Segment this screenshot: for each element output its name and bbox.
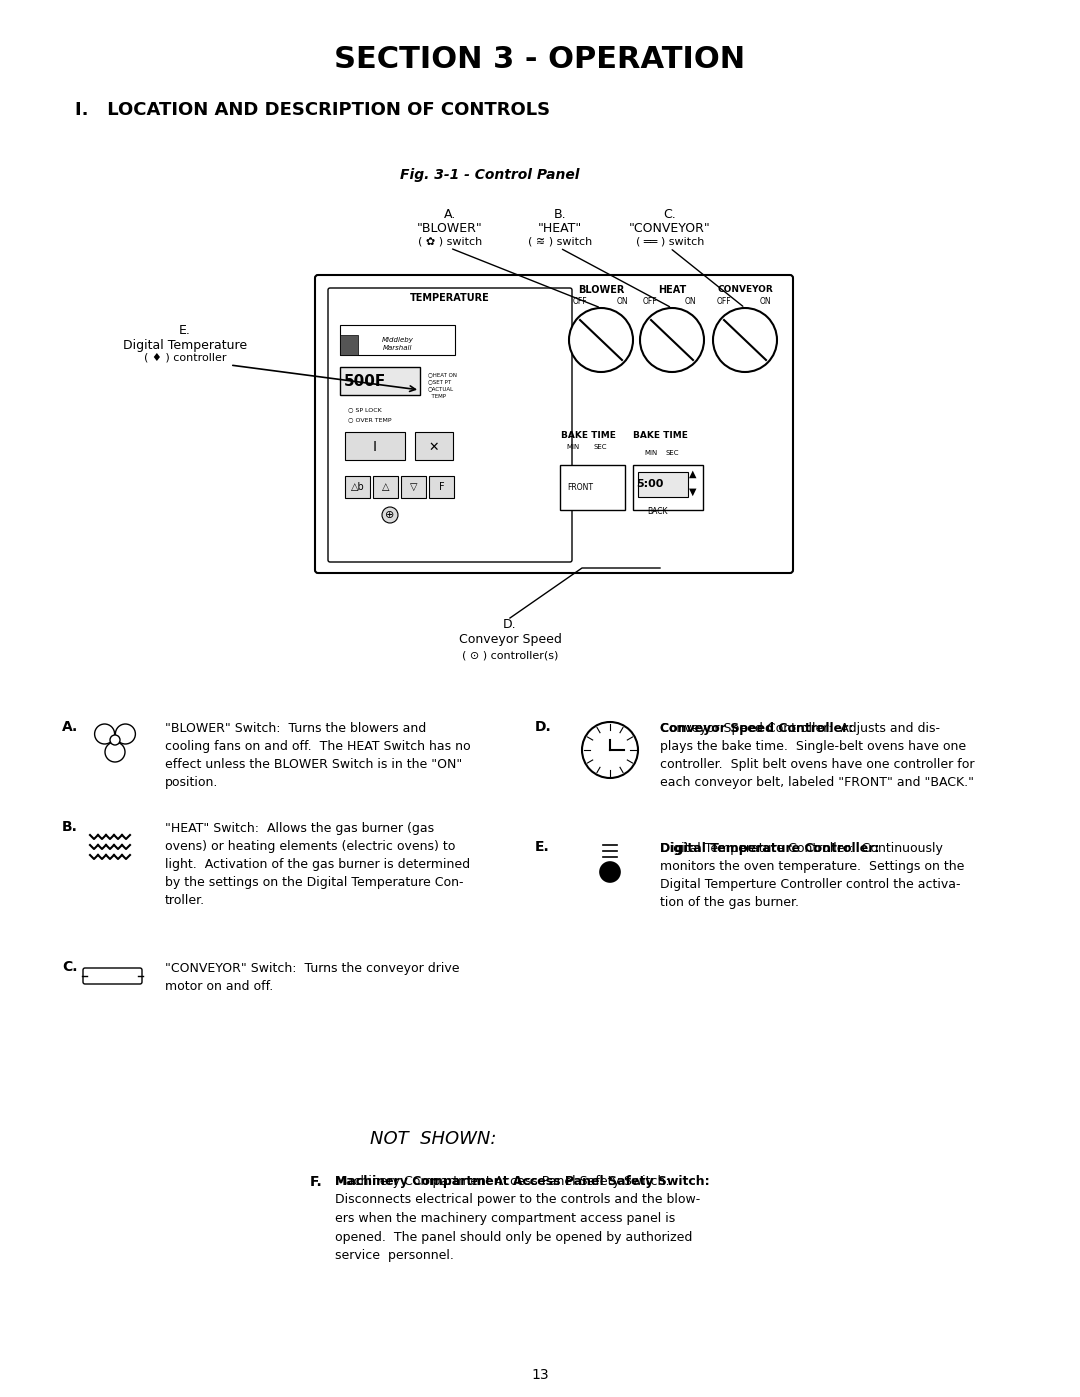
- Text: ○HEAT ON: ○HEAT ON: [428, 373, 457, 377]
- Text: Machinery Compartment Access Panel Safety Switch:: Machinery Compartment Access Panel Safet…: [335, 1175, 710, 1187]
- FancyBboxPatch shape: [315, 275, 793, 573]
- Text: ⊕: ⊕: [386, 510, 394, 520]
- Text: OFF: OFF: [643, 298, 658, 306]
- Text: ON: ON: [617, 298, 627, 306]
- Text: ( ⊙ ) controller(s): ( ⊙ ) controller(s): [462, 650, 558, 659]
- Text: Machinery Compartment Access Panel Safety Switch:
Disconnects electrical power t: Machinery Compartment Access Panel Safet…: [335, 1175, 700, 1261]
- Text: ○ACTUAL: ○ACTUAL: [428, 387, 454, 391]
- Text: A.: A.: [444, 208, 456, 222]
- Text: ( ≋ ) switch: ( ≋ ) switch: [528, 237, 592, 247]
- Text: B.: B.: [554, 208, 566, 222]
- Text: I: I: [373, 440, 377, 454]
- Bar: [340, 326, 455, 355]
- Bar: [638, 472, 688, 497]
- Text: E.: E.: [535, 840, 550, 854]
- Text: "BLOWER" Switch:  Turns the blowers and
cooling fans on and off.  The HEAT Switc: "BLOWER" Switch: Turns the blowers and c…: [165, 722, 471, 789]
- Text: ✕: ✕: [429, 440, 440, 454]
- Circle shape: [640, 307, 704, 372]
- Text: SECTION 3 - OPERATION: SECTION 3 - OPERATION: [335, 46, 745, 74]
- Text: SEC: SEC: [665, 450, 678, 455]
- Circle shape: [105, 742, 125, 761]
- Text: ▼: ▼: [689, 488, 697, 497]
- FancyBboxPatch shape: [328, 288, 572, 562]
- Circle shape: [713, 307, 777, 372]
- Text: BLOWER: BLOWER: [578, 285, 624, 295]
- Bar: [429, 476, 454, 497]
- Text: Digital Temperature Controller:: Digital Temperature Controller:: [660, 842, 879, 855]
- Text: BAKE TIME: BAKE TIME: [561, 430, 616, 440]
- Text: ▲: ▲: [689, 469, 697, 479]
- Text: 13: 13: [531, 1368, 549, 1382]
- Text: "HEAT": "HEAT": [538, 222, 582, 235]
- Text: C.: C.: [62, 960, 78, 974]
- Text: ○SET PT: ○SET PT: [428, 380, 451, 384]
- Text: Conveyor Speed Controller:: Conveyor Speed Controller:: [660, 722, 853, 735]
- Bar: [401, 476, 426, 497]
- Bar: [340, 335, 357, 355]
- Text: Fig. 3-1 - Control Panel: Fig. 3-1 - Control Panel: [401, 168, 580, 182]
- Circle shape: [382, 507, 399, 522]
- FancyBboxPatch shape: [83, 968, 141, 983]
- Text: NOT  SHOWN:: NOT SHOWN:: [370, 1130, 497, 1148]
- Text: SEC: SEC: [593, 444, 607, 450]
- Text: ON: ON: [685, 298, 696, 306]
- Circle shape: [582, 722, 638, 778]
- Text: ON: ON: [759, 298, 771, 306]
- Circle shape: [116, 724, 135, 745]
- Bar: [345, 476, 370, 497]
- Text: Digital Temperature: Digital Temperature: [123, 338, 247, 352]
- Text: Digital Temperature Controller:  Continuously
monitors the oven temperature.  Se: Digital Temperature Controller: Continuo…: [660, 842, 964, 909]
- Text: E.: E.: [179, 324, 191, 337]
- Text: B.: B.: [62, 820, 78, 834]
- Text: "HEAT" Switch:  Allows the gas burner (gas
ovens) or heating elements (electric : "HEAT" Switch: Allows the gas burner (ga…: [165, 821, 470, 907]
- Text: 5:00: 5:00: [636, 479, 664, 489]
- Text: HEAT: HEAT: [658, 285, 686, 295]
- Circle shape: [110, 735, 120, 745]
- Text: I.   LOCATION AND DESCRIPTION OF CONTROLS: I. LOCATION AND DESCRIPTION OF CONTROLS: [75, 101, 550, 119]
- Text: ( ♦ ) controller: ( ♦ ) controller: [144, 353, 226, 363]
- Text: OFF: OFF: [572, 298, 588, 306]
- Text: MIN: MIN: [644, 450, 658, 455]
- Bar: [340, 367, 420, 395]
- Text: BACK: BACK: [648, 507, 669, 515]
- Text: OFF: OFF: [717, 298, 731, 306]
- Text: Conveyor Speed Controller:  Adjusts and dis-
plays the bake time.  Single-belt o: Conveyor Speed Controller: Adjusts and d…: [660, 722, 974, 789]
- Text: "CONVEYOR": "CONVEYOR": [630, 222, 711, 235]
- Bar: [561, 465, 625, 510]
- Text: Middleby: Middleby: [382, 337, 414, 344]
- Circle shape: [569, 307, 633, 372]
- Text: Conveyor Speed: Conveyor Speed: [459, 633, 562, 647]
- Text: F: F: [440, 482, 445, 492]
- Text: ( ✿ ) switch: ( ✿ ) switch: [418, 237, 482, 247]
- Text: D.: D.: [535, 719, 552, 733]
- Text: D.: D.: [503, 619, 517, 631]
- Text: A.: A.: [62, 719, 78, 733]
- Bar: [633, 465, 703, 510]
- Circle shape: [95, 724, 114, 745]
- Text: TEMP: TEMP: [428, 394, 446, 398]
- Bar: [345, 432, 405, 460]
- Bar: [415, 432, 453, 460]
- Text: "CONVEYOR" Switch:  Turns the conveyor drive
motor on and off.: "CONVEYOR" Switch: Turns the conveyor dr…: [165, 963, 459, 993]
- Text: Marshall: Marshall: [383, 345, 413, 351]
- Text: TEMPERATURE: TEMPERATURE: [410, 293, 490, 303]
- Text: MIN: MIN: [566, 444, 580, 450]
- Text: △b: △b: [351, 482, 365, 492]
- Text: ( ══ ) switch: ( ══ ) switch: [636, 237, 704, 247]
- Text: △: △: [382, 482, 390, 492]
- Text: ○ SP LOCK: ○ SP LOCK: [348, 408, 381, 412]
- Text: FRONT: FRONT: [567, 482, 593, 492]
- Bar: [373, 476, 399, 497]
- Text: "BLOWER": "BLOWER": [417, 222, 483, 235]
- Text: ▽: ▽: [410, 482, 418, 492]
- Text: BAKE TIME: BAKE TIME: [633, 430, 688, 440]
- Text: 500F: 500F: [343, 374, 387, 390]
- Text: C.: C.: [663, 208, 676, 222]
- Text: CONVEYOR: CONVEYOR: [717, 285, 773, 295]
- Text: F.: F.: [310, 1175, 323, 1189]
- Circle shape: [600, 862, 620, 882]
- Text: ○ OVER TEMP: ○ OVER TEMP: [348, 418, 391, 422]
